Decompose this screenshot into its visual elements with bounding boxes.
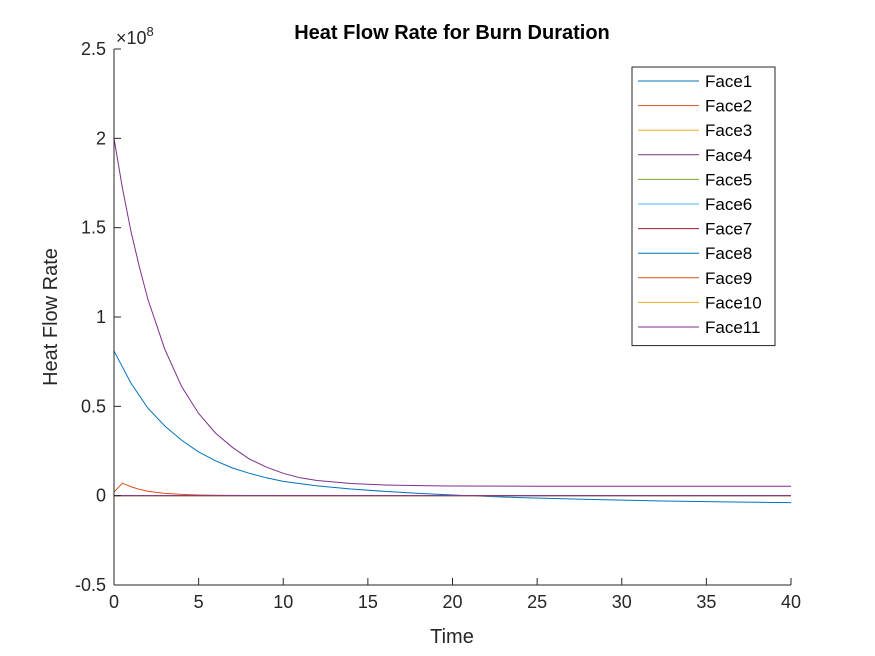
y-axis-label: Heat Flow Rate xyxy=(40,248,62,386)
legend-label: Face3 xyxy=(705,121,752,140)
legend-label: Face10 xyxy=(705,293,762,312)
y-tick-label: 1.5 xyxy=(81,218,106,238)
series-line-face4 xyxy=(113,138,791,487)
series-line-face1 xyxy=(113,350,792,504)
y-tick-label: 0.5 xyxy=(81,396,106,416)
legend-label: Face4 xyxy=(705,146,752,165)
x-tick-label: 30 xyxy=(612,592,632,612)
legend-label: Face8 xyxy=(705,244,752,263)
legend-label: Face1 xyxy=(705,72,752,91)
y-axis-multiplier: ×10 xyxy=(116,28,147,48)
legend-label: Face11 xyxy=(705,318,760,337)
y-tick-label: -0.5 xyxy=(75,575,106,595)
x-tick-label: 5 xyxy=(194,592,204,612)
x-tick-label: 20 xyxy=(442,592,462,612)
legend-label: Face5 xyxy=(705,170,752,189)
y-tick-label: 2 xyxy=(96,128,106,148)
legend-label: Face6 xyxy=(705,195,752,214)
y-tick-label: 0 xyxy=(96,486,106,506)
legend-box xyxy=(631,66,776,347)
series-layer xyxy=(113,138,792,504)
x-tick-label: 25 xyxy=(527,592,547,612)
y-axis-exponent-value: 8 xyxy=(147,24,154,39)
y-tick-label: 2.5 xyxy=(81,39,106,59)
y-axis-exponent: ×108 xyxy=(116,24,154,48)
ticks-layer: 0 5 10 15 20 25 30 35 40-0.500.511.522.5 xyxy=(75,39,801,612)
x-tick-label: 0 xyxy=(109,592,119,612)
x-tick-label: 10 xyxy=(273,592,293,612)
x-axis-label: Time xyxy=(430,626,474,648)
x-tick-label: 40 xyxy=(781,592,801,612)
y-tick-label: 1 xyxy=(96,307,106,327)
legend-label: Face7 xyxy=(705,220,752,239)
legend-label: Face2 xyxy=(705,97,752,116)
x-tick-label: 15 xyxy=(358,592,378,612)
legend: Face1 Face2 Face3 Face4 Face5 Face6 Face7 Face8… xyxy=(631,66,776,347)
x-tick-label: 35 xyxy=(696,592,716,612)
legend-label: Face9 xyxy=(705,269,752,288)
chart-title: Heat Flow Rate for Burn Duration xyxy=(294,22,610,44)
